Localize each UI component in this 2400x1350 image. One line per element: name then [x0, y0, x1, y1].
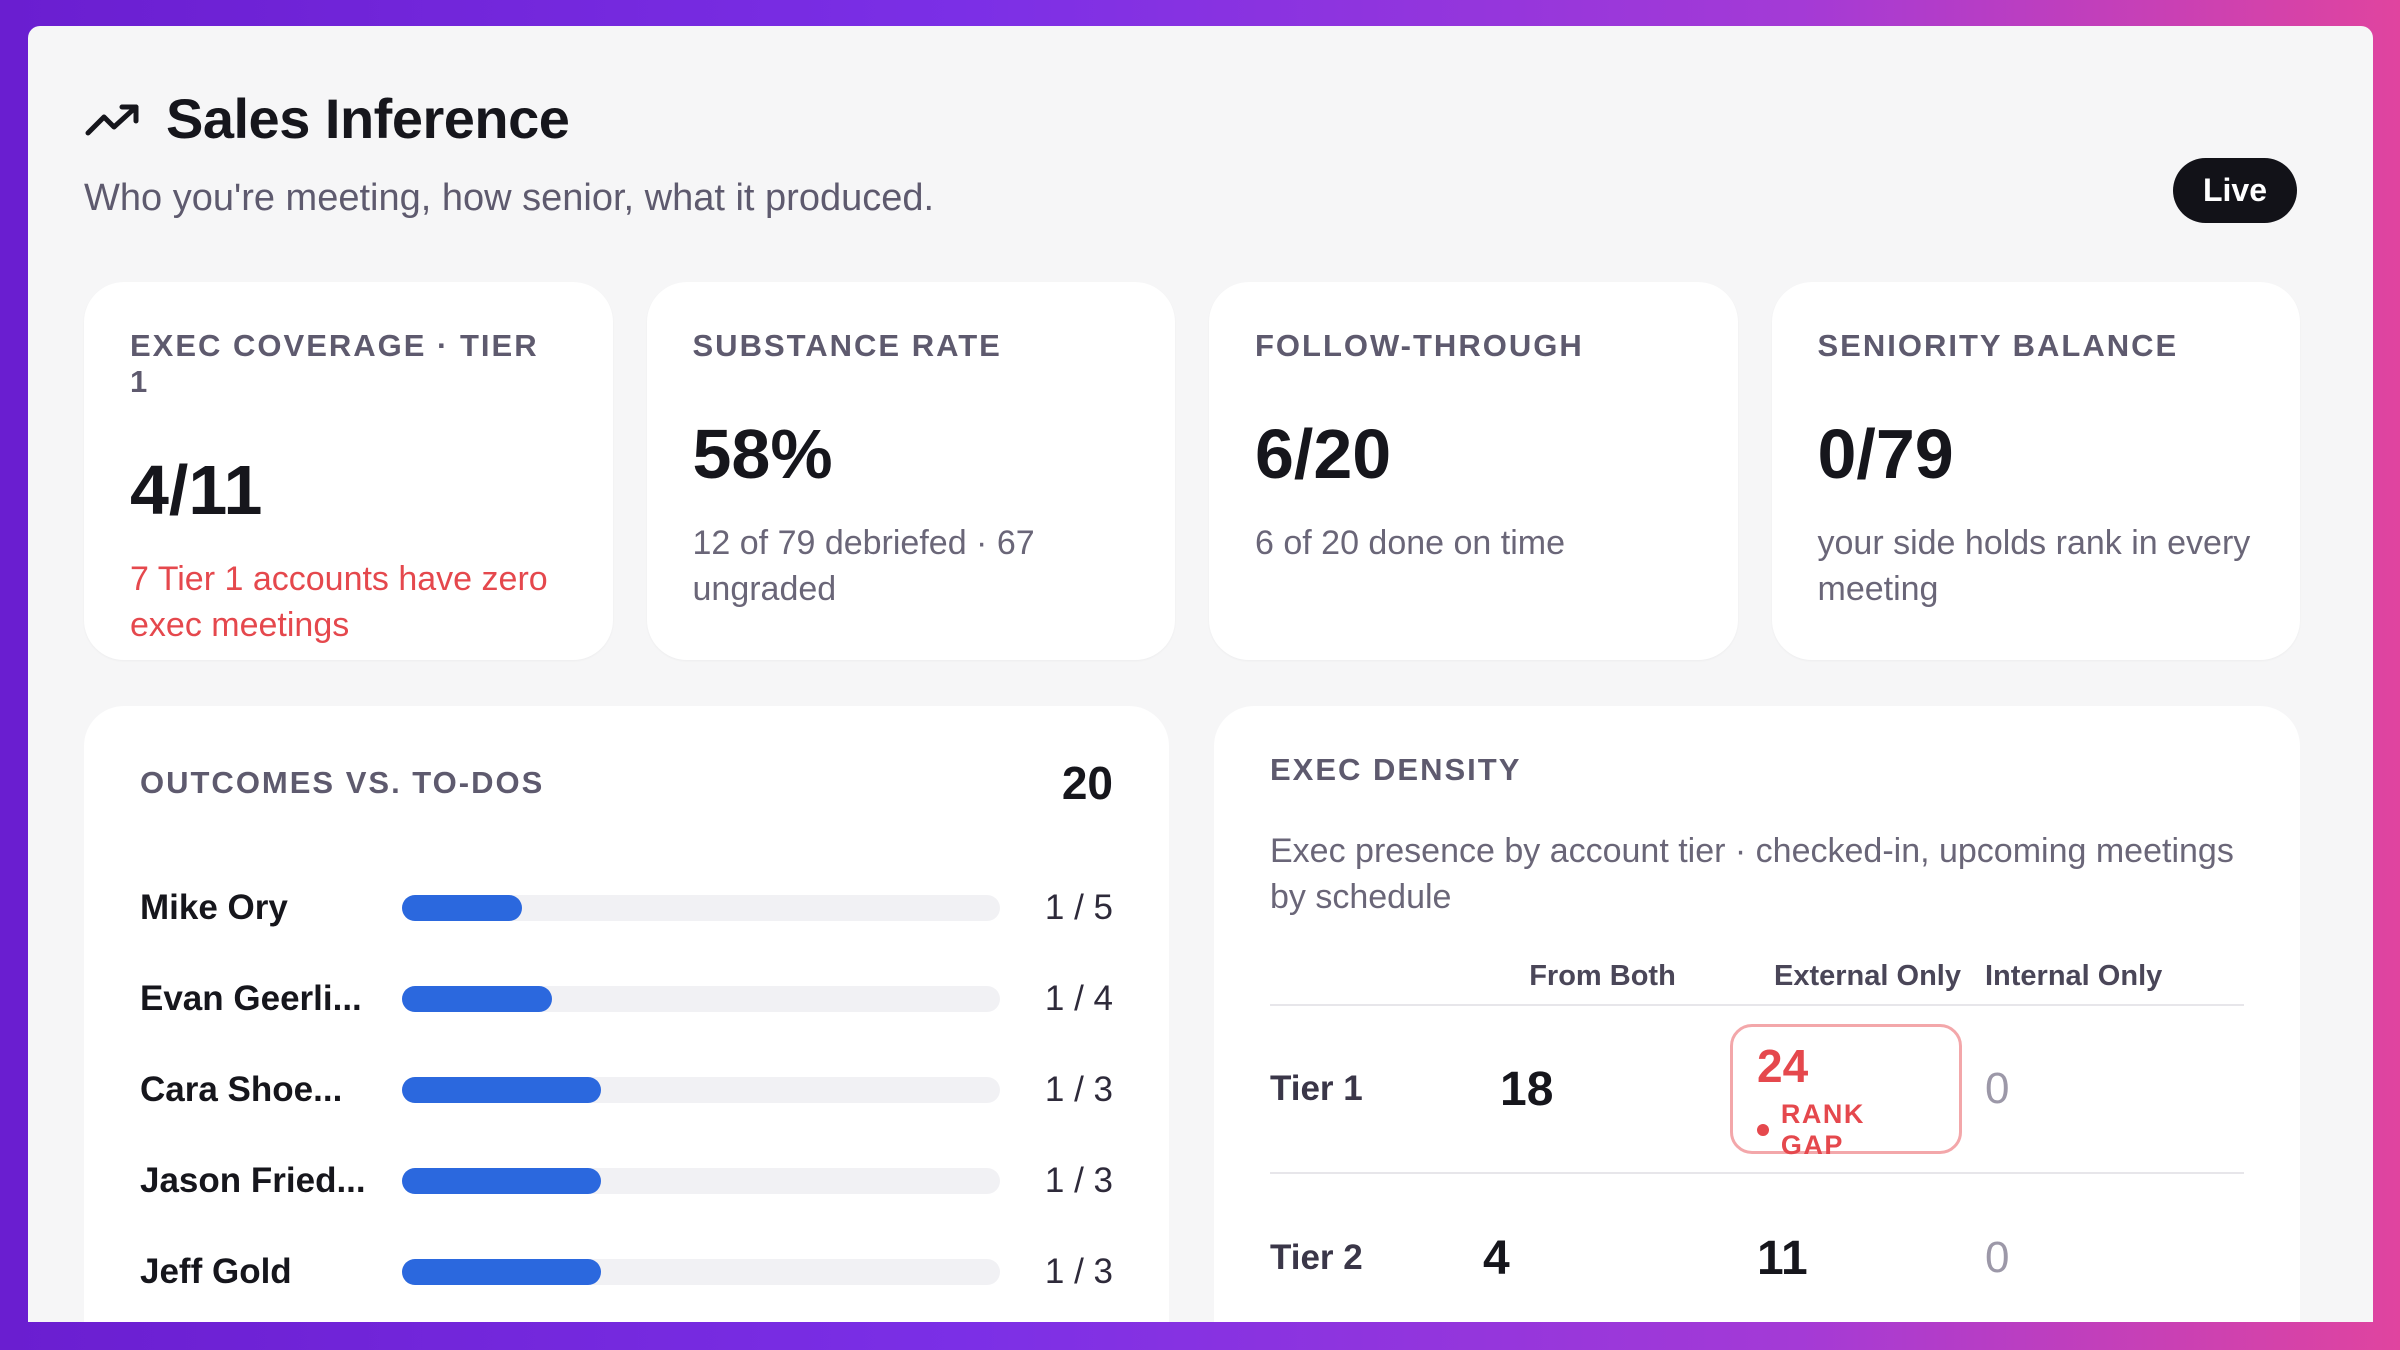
- value-internal-only: 0: [1985, 1233, 2010, 1282]
- progress-track: [402, 985, 1000, 1012]
- app-window: Sales Inference Who you're meeting, how …: [28, 26, 2373, 1322]
- density-table-header: From Both External Only Internal Only: [1270, 948, 2244, 1006]
- todo-ratio: 1 / 4: [1044, 978, 1113, 1018]
- kpi-value: 4/11: [130, 451, 263, 529]
- kpi-value: 58%: [692, 415, 833, 493]
- kpi-label: FOLLOW-THROUGH: [1255, 328, 1584, 363]
- trend-up-icon: [84, 99, 142, 139]
- person-name: Mike Ory: [140, 887, 288, 927]
- kpi-note: your side holds rank in every meeting: [1817, 524, 2251, 608]
- outcomes-count: 20: [1061, 757, 1113, 809]
- header-internal-only: Internal Only: [1985, 959, 2163, 992]
- progress-track: [402, 1167, 1000, 1194]
- cell-from-both: 4: [1475, 1231, 1730, 1286]
- page-subtitle: Who you're meeting, how senior, what it …: [84, 177, 935, 219]
- tier-label: Tier 1: [1270, 1069, 1363, 1108]
- page-header: Sales Inference Who you're meeting, how …: [84, 86, 2317, 266]
- kpi-note: 6 of 20 done on time: [1255, 524, 1566, 562]
- rank-gap-tag: RANK GAP: [1757, 1099, 1935, 1161]
- density-description: Exec presence by account tier · checked-…: [1270, 832, 2234, 916]
- kpi-card-substance-rate[interactable]: SUBSTANCE RATE 58% 12 of 79 debriefed · …: [646, 282, 1175, 660]
- person-name: Cara Shoe...: [140, 1069, 343, 1109]
- todo-row[interactable]: Mike Ory 1 / 5: [140, 862, 1113, 953]
- kpi-label: SUBSTANCE RATE: [692, 328, 1002, 363]
- todo-row[interactable]: Jason Fried... 1 / 3: [140, 1135, 1113, 1226]
- progress-track: [402, 1258, 1000, 1285]
- todo-row[interactable]: Cara Shoe... 1 / 3: [140, 1044, 1113, 1135]
- todo-ratio: 1 / 3: [1044, 1160, 1113, 1200]
- page-title: Sales Inference: [166, 87, 570, 150]
- kpi-card-exec-coverage[interactable]: EXEC COVERAGE · TIER 1 4/11 7 Tier 1 acc…: [84, 282, 613, 660]
- progress-track: [402, 1076, 1000, 1103]
- value-from-both: 4: [1483, 1231, 1510, 1285]
- rank-gap-label: RANK GAP: [1780, 1099, 1865, 1160]
- person-name: Jason Fried...: [140, 1160, 366, 1200]
- value-from-both: 18: [1500, 1062, 1554, 1116]
- person-name: Jeff Gold: [140, 1251, 292, 1291]
- tier-label: Tier 2: [1270, 1238, 1363, 1277]
- progress-fill: [402, 894, 522, 921]
- density-title: EXEC DENSITY: [1270, 752, 1522, 787]
- live-badge[interactable]: Live: [2172, 158, 2297, 223]
- kpi-label: EXEC COVERAGE · TIER 1: [130, 328, 539, 399]
- table-row[interactable]: Tier 1 18 24 RANK GAP 0: [1270, 1006, 2244, 1174]
- todo-row[interactable]: Jeff Gold 1 / 3: [140, 1226, 1113, 1317]
- progress-fill: [402, 1167, 602, 1194]
- value-external-only: 24: [1757, 1040, 1809, 1092]
- table-row[interactable]: Tier 2 4 11 0: [1270, 1174, 2244, 1322]
- density-table: From Both External Only Internal Only Ti…: [1270, 948, 2244, 1322]
- progress-fill: [402, 985, 552, 1012]
- progress-track: [402, 894, 1000, 921]
- kpi-card-seniority-balance[interactable]: SENIORITY BALANCE 0/79 your side holds r…: [1771, 282, 2300, 660]
- kpi-label: SENIORITY BALANCE: [1817, 328, 2179, 363]
- value-external-only: 11: [1757, 1231, 1808, 1285]
- outcomes-title: OUTCOMES VS. TO-DOS: [140, 765, 545, 800]
- rank-gap-card[interactable]: 24 RANK GAP: [1730, 1024, 1962, 1160]
- exec-density-panel: EXEC DENSITY Exec presence by account ti…: [1214, 706, 2300, 1322]
- todo-ratio: 1 / 3: [1044, 1251, 1113, 1291]
- header-from-both: From Both: [1529, 959, 1676, 992]
- kpi-note: 12 of 79 debriefed · 67 ungraded: [692, 524, 1035, 608]
- progress-fill: [402, 1076, 602, 1103]
- cell-external-only: 11: [1730, 1231, 1985, 1286]
- value-internal-only: 0: [1985, 1064, 2010, 1113]
- kpi-value: 6/20: [1255, 415, 1392, 493]
- title-row: Sales Inference: [84, 86, 2317, 151]
- todo-list: Mike Ory 1 / 5 Evan Geerli... 1 / 4 Cara…: [140, 862, 1113, 1317]
- person-name: Evan Geerli...: [140, 978, 362, 1018]
- outcomes-panel: OUTCOMES VS. TO-DOS 20 Mike Ory 1 / 5 Ev…: [84, 706, 1169, 1322]
- cell-internal-only: 0: [1985, 1233, 2185, 1283]
- cell-external-only: 24 RANK GAP: [1730, 1024, 1985, 1160]
- outcomes-header: OUTCOMES VS. TO-DOS 20: [140, 756, 1113, 810]
- progress-fill: [402, 1258, 602, 1285]
- kpi-note-alert: 7 Tier 1 accounts have zero exec meeting…: [130, 560, 548, 644]
- kpi-row: EXEC COVERAGE · TIER 1 4/11 7 Tier 1 acc…: [84, 282, 2300, 660]
- todo-ratio: 1 / 5: [1044, 887, 1113, 927]
- cell-internal-only: 0: [1985, 1064, 2185, 1114]
- alert-dot-icon: [1757, 1124, 1769, 1136]
- todo-row[interactable]: Evan Geerli... 1 / 4: [140, 953, 1113, 1044]
- kpi-card-follow-through[interactable]: FOLLOW-THROUGH 6/20 6 of 20 done on time: [1209, 282, 1738, 660]
- todo-ratio: 1 / 3: [1044, 1069, 1113, 1109]
- header-external-only: External Only: [1774, 959, 1961, 992]
- cell-from-both: 18: [1475, 1062, 1730, 1117]
- kpi-value: 0/79: [1817, 415, 1954, 493]
